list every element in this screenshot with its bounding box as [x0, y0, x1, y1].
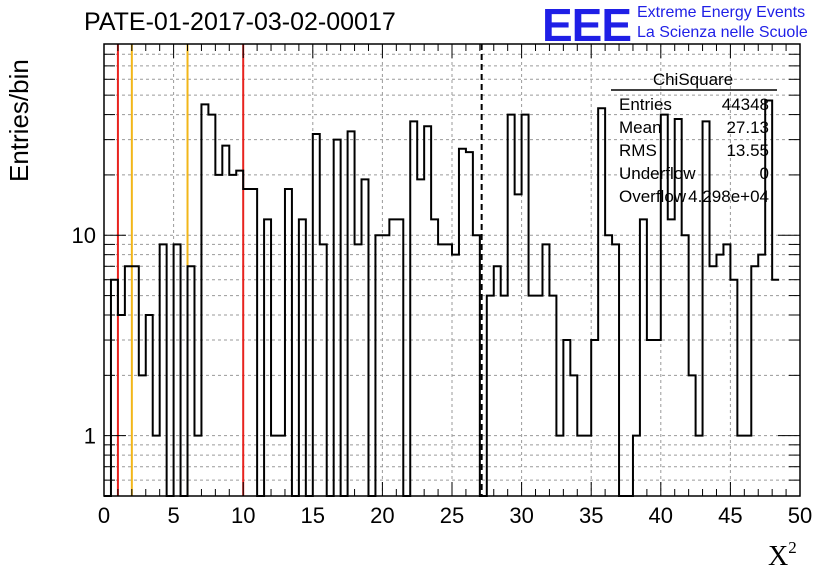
y-tick-label: 1: [84, 424, 96, 449]
x-tick-label: 30: [509, 503, 533, 528]
stats-mean-label: Mean: [619, 118, 662, 137]
stats-overflow-value: 4.298e+04: [688, 187, 769, 206]
x-tick-label: 0: [98, 503, 110, 528]
stats-overflow-label: Overflow: [619, 187, 687, 206]
x-axis-label-base: X: [768, 541, 789, 572]
logo-caption-line2: La Scienza nelle Scuole: [637, 24, 808, 41]
stats-rms-value: 13.55: [726, 141, 769, 160]
axis-ticks: [103, 43, 801, 497]
stats-rms-label: RMS: [619, 141, 657, 160]
stats-name: ChiSquare: [653, 70, 733, 89]
histogram-outline: [104, 99, 780, 497]
stats-mean-value: 27.13: [726, 118, 769, 137]
chart-title: PATE-01-2017-03-02-00017: [84, 8, 396, 36]
stats-underflow-label: Underflow: [619, 164, 696, 183]
eee-logo: EEE: [542, 0, 632, 51]
stats-box: ChiSquare Entries 44348 Mean 27.13 RMS 1…: [611, 70, 777, 206]
x-axis-label: X2: [768, 538, 797, 573]
logo-caption-line1: Extreme Energy Events: [637, 4, 806, 21]
axis-tick-labels: 0 5 10 15 20 25 30 35 40 45 50 1 10: [72, 223, 813, 528]
x-axis-label-superscript: 2: [788, 538, 797, 557]
y-axis-label: Entries/bin: [4, 59, 34, 182]
stats-entries-value: 44348: [722, 95, 769, 114]
x-tick-label: 15: [301, 503, 325, 528]
x-tick-label: 25: [440, 503, 464, 528]
x-tick-label: 20: [370, 503, 394, 528]
stats-entries-label: Entries: [619, 95, 672, 114]
x-tick-label: 40: [649, 503, 673, 528]
x-tick-label: 45: [718, 503, 742, 528]
x-tick-label: 5: [167, 503, 179, 528]
y-tick-label: 10: [72, 223, 96, 248]
stats-underflow-value: 0: [760, 164, 769, 183]
x-tick-label: 35: [579, 503, 603, 528]
x-tick-label: 10: [231, 503, 255, 528]
x-tick-label: 50: [788, 503, 812, 528]
